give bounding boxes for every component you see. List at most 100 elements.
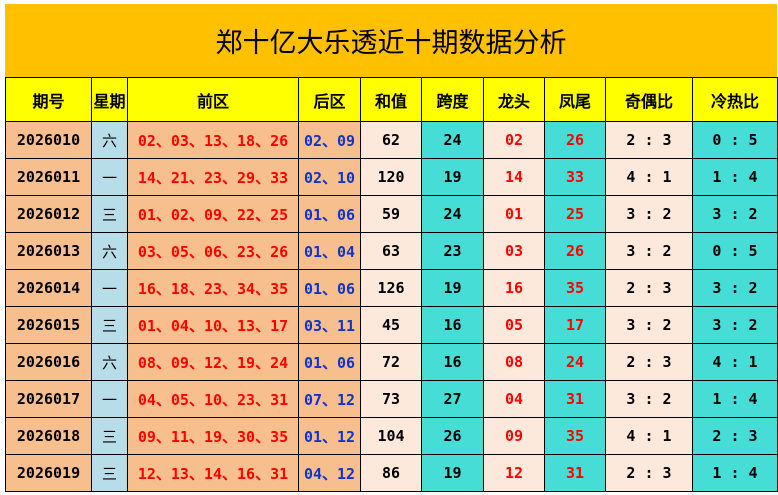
cell-issue: 2026019 (5, 454, 92, 492)
cell-issue: 2026014 (5, 269, 92, 307)
page-title: 郑十亿大乐透近十期数据分析 (5, 4, 777, 77)
cell-sum: 86 (360, 454, 422, 492)
cell-back: 01、06 (298, 269, 361, 307)
cell-span: 24 (421, 121, 484, 159)
cell-sum: 73 (360, 380, 422, 418)
cell-weekday: 六 (91, 121, 128, 159)
cell-head: 01 (483, 195, 545, 233)
cell-issue: 2026013 (5, 232, 92, 270)
cell-tail: 24 (544, 343, 606, 381)
cell-tail: 26 (544, 121, 606, 159)
cell-weekday: 一 (91, 269, 128, 307)
cell-back: 01、12 (298, 417, 361, 455)
cell-cold-hot: 2 : 3 (692, 417, 778, 455)
cell-cold-hot: 3 : 2 (692, 306, 778, 344)
cell-head: 16 (483, 269, 545, 307)
table-row: 2026016 六 08、09、12、19、24 01、06 72 16 08 24 2 : 3… (5, 343, 778, 381)
header-cold-hot: 冷热比 (692, 77, 778, 122)
cell-odd-even: 4 : 1 (605, 417, 693, 455)
table-row: 2026019 三 12、13、14、16、31 04、12 86 19 12 31 2 : 3… (5, 454, 778, 492)
cell-sum: 62 (360, 121, 422, 159)
cell-span: 16 (421, 343, 484, 381)
table-row: 2026014 一 16、18、23、34、35 01、06 126 19 16 35 2 : … (5, 269, 778, 307)
header-sum: 和值 (360, 77, 422, 122)
cell-back: 01、04 (298, 232, 361, 270)
cell-cold-hot: 3 : 2 (692, 195, 778, 233)
cell-back: 02、10 (298, 158, 361, 196)
cell-tail: 35 (544, 417, 606, 455)
table-row: 2026018 三 09、11、19、30、35 01、12 104 26 09 35 4 : … (5, 417, 778, 455)
cell-back: 04、12 (298, 454, 361, 492)
cell-cold-hot: 3 : 2 (692, 269, 778, 307)
cell-issue: 2026017 (5, 380, 92, 418)
cell-weekday: 三 (91, 195, 128, 233)
cell-weekday: 一 (91, 380, 128, 418)
cell-issue: 2026016 (5, 343, 92, 381)
cell-front: 08、09、12、19、24 (127, 343, 299, 381)
header-front: 前区 (127, 77, 299, 122)
cell-tail: 25 (544, 195, 606, 233)
cell-odd-even: 3 : 2 (605, 195, 693, 233)
cell-issue: 2026018 (5, 417, 92, 455)
cell-weekday: 六 (91, 232, 128, 270)
cell-weekday: 一 (91, 158, 128, 196)
table-row: 2026010 六 02、03、13、18、26 02、09 62 24 02 26 2 : 3… (5, 121, 778, 159)
cell-front: 12、13、14、16、31 (127, 454, 299, 492)
header-weekday: 星期 (91, 77, 128, 122)
cell-cold-hot: 1 : 4 (692, 380, 778, 418)
cell-head: 08 (483, 343, 545, 381)
cell-issue: 2026011 (5, 158, 92, 196)
cell-issue: 2026012 (5, 195, 92, 233)
cell-sum: 45 (360, 306, 422, 344)
cell-weekday: 三 (91, 454, 128, 492)
cell-front: 01、04、10、13、17 (127, 306, 299, 344)
cell-front: 04、05、10、23、31 (127, 380, 299, 418)
header-head: 龙头 (483, 77, 545, 122)
cell-weekday: 六 (91, 343, 128, 381)
cell-span: 19 (421, 158, 484, 196)
cell-tail: 31 (544, 380, 606, 418)
cell-odd-even: 2 : 3 (605, 454, 693, 492)
cell-back: 03、11 (298, 306, 361, 344)
cell-odd-even: 3 : 2 (605, 380, 693, 418)
cell-tail: 26 (544, 232, 606, 270)
cell-tail: 31 (544, 454, 606, 492)
cell-odd-even: 3 : 2 (605, 306, 693, 344)
table-row: 2026011 一 14、21、23、29、33 02、10 120 19 14 33 4 : … (5, 158, 778, 196)
cell-weekday: 三 (91, 417, 128, 455)
cell-sum: 104 (360, 417, 422, 455)
cell-odd-even: 2 : 3 (605, 343, 693, 381)
cell-head: 03 (483, 232, 545, 270)
cell-tail: 17 (544, 306, 606, 344)
cell-head: 02 (483, 121, 545, 159)
cell-odd-even: 4 : 1 (605, 158, 693, 196)
cell-head: 04 (483, 380, 545, 418)
cell-odd-even: 2 : 3 (605, 121, 693, 159)
cell-head: 14 (483, 158, 545, 196)
cell-span: 26 (421, 417, 484, 455)
cell-tail: 33 (544, 158, 606, 196)
cell-sum: 72 (360, 343, 422, 381)
cell-odd-even: 2 : 3 (605, 269, 693, 307)
cell-sum: 63 (360, 232, 422, 270)
header-odd-even: 奇偶比 (605, 77, 693, 122)
header-tail: 凤尾 (544, 77, 606, 122)
header-issue: 期号 (5, 77, 92, 122)
table-row: 2026015 三 01、04、10、13、17 03、11 45 16 05 17 3 : 2… (5, 306, 778, 344)
cell-issue: 2026015 (5, 306, 92, 344)
table-row: 2026013 六 03、05、06、23、26 01、04 63 23 03 26 3 : 2… (5, 232, 778, 270)
cell-span: 27 (421, 380, 484, 418)
cell-odd-even: 3 : 2 (605, 232, 693, 270)
cell-head: 05 (483, 306, 545, 344)
cell-tail: 35 (544, 269, 606, 307)
header-back: 后区 (298, 77, 361, 122)
cell-span: 16 (421, 306, 484, 344)
cell-front: 03、05、06、23、26 (127, 232, 299, 270)
cell-span: 24 (421, 195, 484, 233)
cell-front: 14、21、23、29、33 (127, 158, 299, 196)
header-span: 跨度 (421, 77, 484, 122)
cell-cold-hot: 0 : 5 (692, 232, 778, 270)
cell-front: 02、03、13、18、26 (127, 121, 299, 159)
table-row: 2026012 三 01、02、09、22、25 01、06 59 24 01 25 3 : 2… (5, 195, 778, 233)
cell-front: 01、02、09、22、25 (127, 195, 299, 233)
